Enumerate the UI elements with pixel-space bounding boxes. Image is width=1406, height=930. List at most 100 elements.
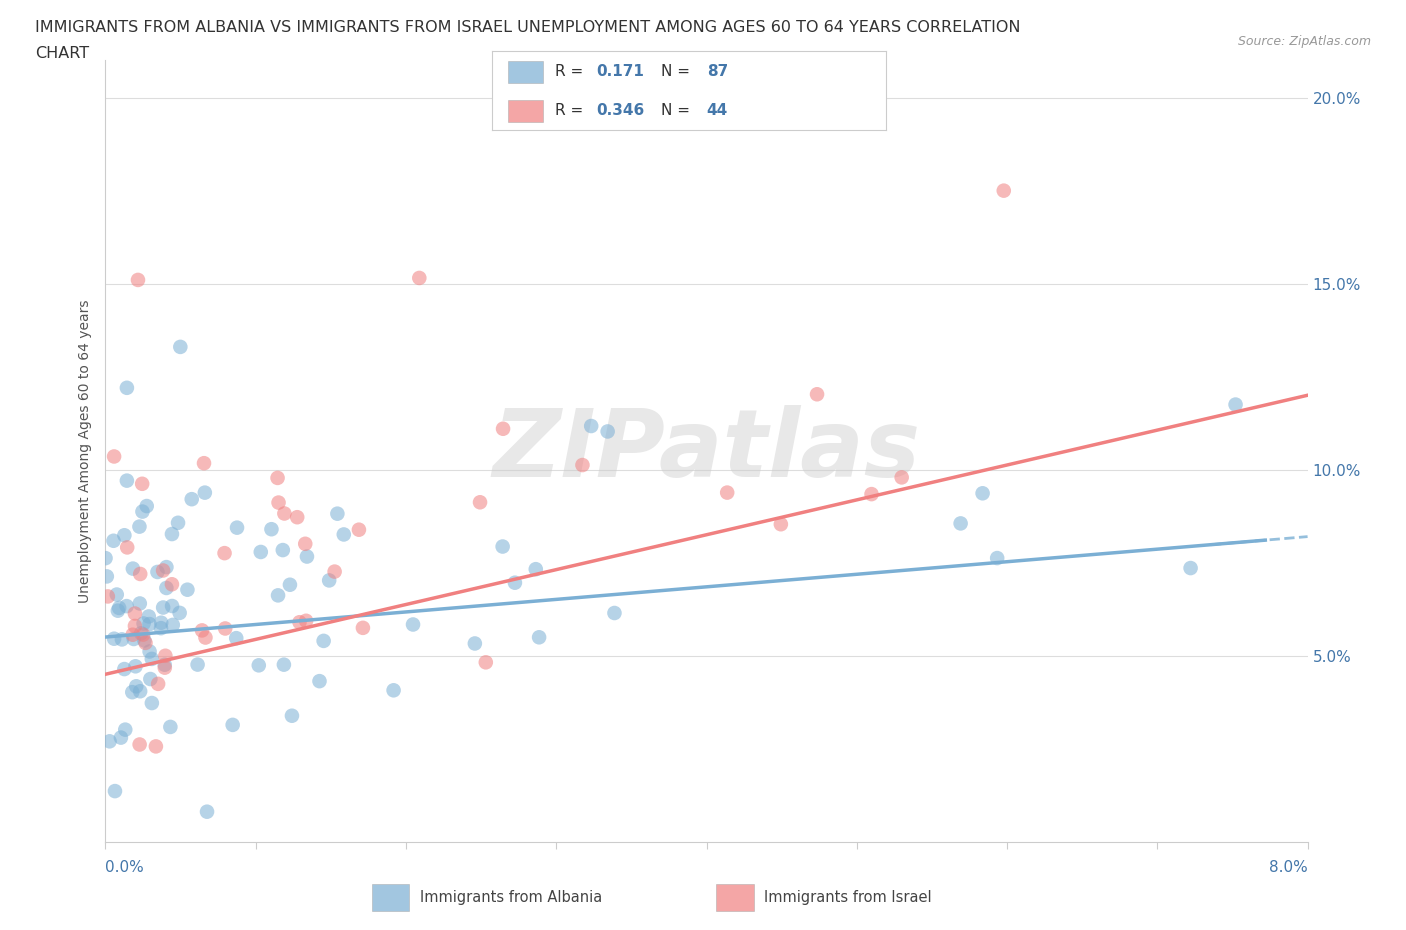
- Point: [603, 605, 626, 620]
- Point: [110, 730, 132, 745]
- Point: [1225, 397, 1247, 412]
- Point: [294, 537, 316, 551]
- Point: [333, 527, 356, 542]
- Point: [128, 737, 150, 752]
- Point: [408, 271, 430, 286]
- Point: [464, 636, 486, 651]
- Point: [122, 631, 145, 646]
- Point: [134, 635, 156, 650]
- Point: [402, 618, 425, 632]
- Point: [326, 506, 349, 521]
- Point: [226, 520, 249, 535]
- Text: N =: N =: [661, 103, 695, 118]
- Point: [308, 673, 330, 688]
- Point: [138, 644, 160, 659]
- Point: [132, 616, 155, 631]
- Point: [122, 561, 145, 576]
- Point: [382, 683, 405, 698]
- Point: [972, 485, 994, 500]
- Point: [187, 658, 209, 672]
- Point: [347, 523, 370, 538]
- Point: [150, 616, 173, 631]
- Point: [492, 421, 515, 436]
- Text: R =: R =: [555, 64, 588, 79]
- Point: [153, 660, 176, 675]
- Point: [524, 562, 547, 577]
- Point: [281, 709, 304, 724]
- Point: [134, 633, 156, 648]
- Point: [138, 617, 160, 631]
- Point: [146, 676, 169, 691]
- Text: 0.346: 0.346: [596, 103, 645, 118]
- Point: [152, 563, 174, 578]
- Point: [769, 517, 792, 532]
- Point: [503, 576, 526, 591]
- Text: CHART: CHART: [35, 46, 89, 61]
- Point: [131, 476, 153, 491]
- Text: N =: N =: [661, 64, 695, 79]
- FancyBboxPatch shape: [508, 100, 543, 123]
- Point: [127, 272, 149, 287]
- Point: [141, 652, 163, 667]
- Text: R =: R =: [555, 103, 588, 118]
- Point: [104, 784, 127, 799]
- Point: [323, 565, 346, 579]
- Point: [108, 601, 131, 616]
- FancyBboxPatch shape: [717, 884, 754, 911]
- Point: [214, 546, 236, 561]
- Point: [260, 522, 283, 537]
- Point: [278, 578, 301, 592]
- Point: [266, 471, 288, 485]
- Point: [132, 627, 155, 642]
- Point: [105, 587, 128, 602]
- Point: [352, 620, 374, 635]
- Point: [98, 734, 121, 749]
- Point: [160, 526, 183, 541]
- Point: [121, 684, 143, 699]
- Point: [195, 804, 218, 819]
- Point: [475, 655, 498, 670]
- Point: [145, 739, 167, 754]
- Point: [890, 470, 912, 485]
- FancyBboxPatch shape: [508, 60, 543, 83]
- Point: [191, 623, 214, 638]
- Point: [295, 614, 318, 629]
- Point: [155, 560, 177, 575]
- Point: [949, 516, 972, 531]
- Point: [141, 696, 163, 711]
- Point: [135, 498, 157, 513]
- Text: 0.0%: 0.0%: [105, 860, 145, 875]
- Point: [176, 582, 198, 597]
- Point: [993, 183, 1015, 198]
- Point: [1180, 561, 1202, 576]
- Point: [155, 648, 177, 663]
- Point: [295, 549, 318, 564]
- Point: [194, 631, 217, 645]
- Text: IMMIGRANTS FROM ALBANIA VS IMMIGRANTS FROM ISRAEL UNEMPLOYMENT AMONG AGES 60 TO : IMMIGRANTS FROM ALBANIA VS IMMIGRANTS FR…: [35, 20, 1021, 35]
- Point: [160, 599, 183, 614]
- Point: [128, 596, 150, 611]
- Point: [129, 566, 152, 581]
- Point: [162, 618, 184, 632]
- Point: [249, 545, 271, 560]
- Point: [159, 720, 181, 735]
- Point: [169, 605, 191, 620]
- Point: [96, 569, 118, 584]
- Point: [318, 573, 340, 588]
- Point: [129, 684, 152, 698]
- Point: [596, 424, 619, 439]
- Point: [103, 631, 125, 646]
- Point: [138, 609, 160, 624]
- Point: [267, 588, 290, 603]
- Point: [571, 458, 593, 472]
- Text: 0.171: 0.171: [596, 64, 644, 79]
- Point: [115, 473, 138, 488]
- Text: Immigrants from Albania: Immigrants from Albania: [419, 890, 602, 905]
- Point: [112, 661, 135, 676]
- Point: [103, 449, 125, 464]
- Text: Source: ZipAtlas.com: Source: ZipAtlas.com: [1237, 35, 1371, 48]
- Point: [124, 658, 146, 673]
- Point: [193, 456, 215, 471]
- Point: [285, 510, 308, 525]
- Text: 87: 87: [707, 64, 728, 79]
